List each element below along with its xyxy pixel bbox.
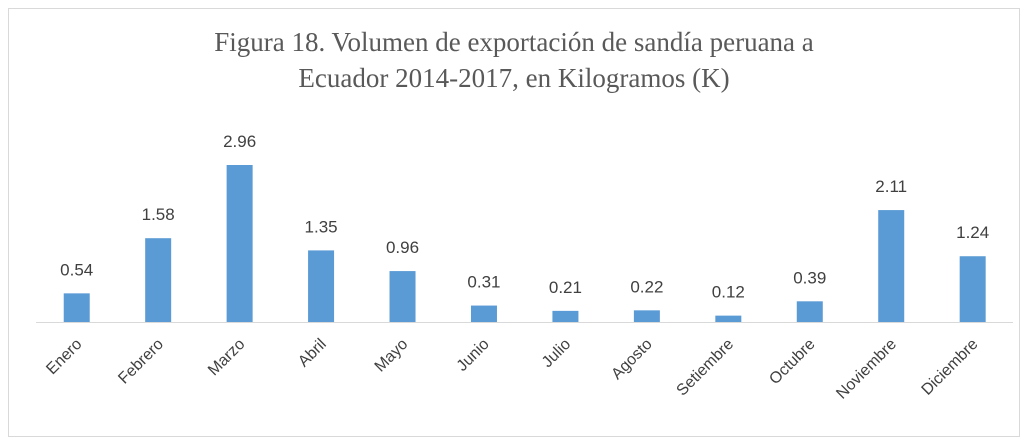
data-label: 1.24 xyxy=(956,223,989,242)
bar xyxy=(389,271,416,322)
data-label: 0.22 xyxy=(630,277,663,296)
data-label: 0.12 xyxy=(712,283,745,302)
bar xyxy=(878,210,905,322)
data-label: 0.54 xyxy=(60,260,93,279)
data-label: 1.35 xyxy=(305,217,338,236)
bar xyxy=(63,293,90,322)
data-label: 0.21 xyxy=(549,278,582,297)
data-label: 0.39 xyxy=(793,268,826,287)
chart-title: Figura 18. Volumen de exportación de san… xyxy=(214,27,814,93)
bar xyxy=(959,256,986,322)
bar xyxy=(796,301,823,322)
data-label: 2.96 xyxy=(223,132,256,151)
bar xyxy=(715,315,742,322)
bar xyxy=(552,310,579,322)
data-label: 0.96 xyxy=(386,238,419,257)
bar xyxy=(470,305,497,322)
bar xyxy=(308,250,335,322)
chart-frame xyxy=(8,8,1020,437)
bar xyxy=(145,238,172,322)
data-label: 0.31 xyxy=(467,273,500,292)
data-label: 2.11 xyxy=(875,177,907,196)
bar xyxy=(633,310,660,322)
data-label: 1.58 xyxy=(142,205,175,224)
bar xyxy=(226,165,253,322)
